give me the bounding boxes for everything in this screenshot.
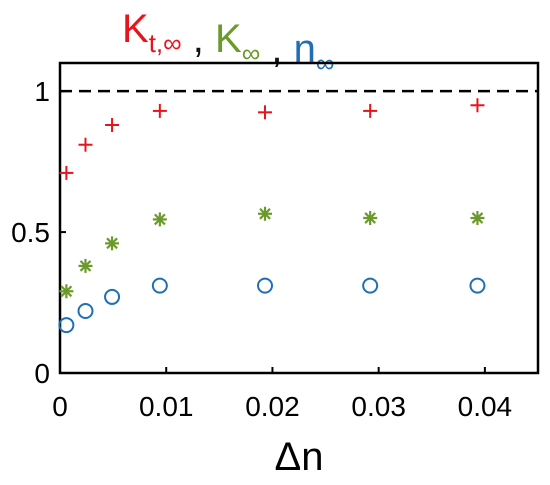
data-point-asterisk (105, 236, 120, 251)
y-tick-label: 0 (34, 358, 50, 389)
data-point-asterisk (78, 258, 93, 273)
title-subscript: t,∞ (149, 28, 182, 58)
data-point-asterisk (59, 284, 74, 299)
title-part: n (294, 27, 316, 71)
data-point-circle (469, 277, 486, 294)
axis-ticks: 0 0.01 0.02 0.03 0.04 0 0.5 1 (11, 76, 512, 422)
x-tick-label: 0.03 (351, 391, 406, 422)
chart-title: Kt,∞ , K∞ , n∞ (122, 7, 334, 78)
data-point-plus (258, 105, 273, 120)
plot-area (58, 61, 540, 375)
series-asterisk (59, 206, 485, 299)
data-point-circle (77, 303, 94, 319)
data-point-plus (59, 165, 74, 180)
title-part: K (122, 7, 149, 51)
x-tick-label: 0.01 (139, 391, 194, 422)
data-point-asterisk (258, 206, 273, 221)
data-point-asterisk (363, 211, 378, 225)
y-tick-label: 1 (34, 76, 50, 107)
data-point-circle (257, 277, 274, 294)
data-point-plus (152, 103, 167, 118)
series-circle (58, 277, 486, 334)
data-point-plus (105, 118, 120, 132)
y-tick-label: 0.5 (11, 217, 50, 248)
x-tick-label: 0.04 (458, 391, 513, 422)
x-tick-label: 0 (52, 391, 68, 422)
x-tick-label: 0.02 (245, 391, 300, 422)
title-subscript: ∞ (242, 38, 261, 68)
title-part: , (260, 27, 293, 71)
chart-title-text: Kt,∞ , K∞ , n∞ (122, 7, 334, 78)
data-point-plus (470, 98, 485, 113)
data-point-plus (363, 103, 378, 118)
data-point-circle (362, 277, 379, 294)
title-part: , (182, 17, 215, 61)
data-point-circle (151, 277, 168, 294)
x-axis-label: Δn (275, 435, 324, 479)
data-marks (58, 98, 486, 334)
data-point-asterisk (152, 212, 167, 227)
title-part: K (215, 17, 242, 61)
data-point-circle (58, 317, 75, 334)
data-point-plus (78, 137, 93, 152)
series-plus (59, 98, 485, 180)
data-point-circle (104, 288, 121, 305)
data-point-asterisk (470, 211, 485, 225)
